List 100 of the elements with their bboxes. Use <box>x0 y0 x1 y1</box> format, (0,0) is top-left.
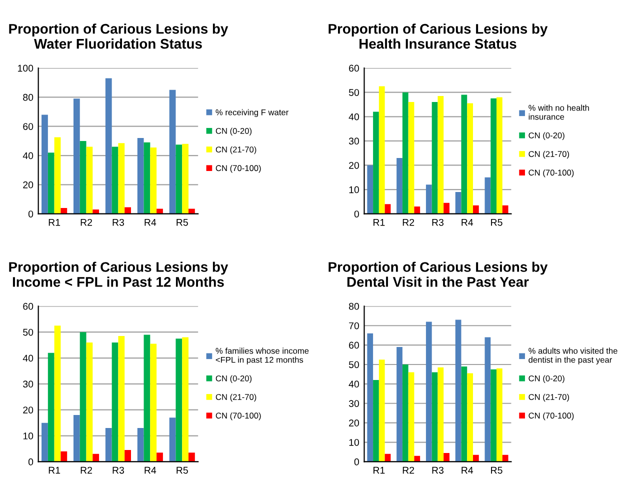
bar <box>54 326 61 462</box>
bar <box>42 422 48 462</box>
x-tick-label: R2 <box>80 466 92 474</box>
bar <box>150 148 157 214</box>
bar <box>150 344 157 462</box>
legend-label: CN (21-70) <box>216 146 256 154</box>
y-tick-label: 70 <box>349 322 359 330</box>
bar <box>73 98 80 214</box>
bar <box>396 158 402 214</box>
bar <box>444 452 450 462</box>
y-tick-label: 30 <box>348 400 359 407</box>
bar <box>490 369 497 462</box>
x-tick-label: R5 <box>176 466 188 474</box>
legend-label: CN (0-20) <box>216 375 252 384</box>
legend-label: % families whose income <FPL in past 12 months <box>216 348 309 364</box>
y-tick-label: 0 <box>354 210 359 218</box>
bar <box>144 334 150 462</box>
x-tick-label: R4 <box>462 466 474 474</box>
bar <box>484 177 491 214</box>
y-tick-label: 20 <box>349 420 359 426</box>
y-tick-label: 50 <box>23 328 34 336</box>
x-tick-label: R5 <box>491 466 502 474</box>
x-tick-label: R4 <box>462 219 474 226</box>
bar <box>426 184 432 214</box>
bar <box>432 102 438 214</box>
bar <box>472 205 479 214</box>
bar <box>112 146 118 214</box>
bar <box>378 86 385 214</box>
y-tick-label: 20 <box>23 406 34 414</box>
bar <box>373 112 379 214</box>
legend-label: CN (70-100) <box>528 412 574 420</box>
bar <box>467 373 473 462</box>
y-tick-label: 80 <box>348 302 359 310</box>
bar <box>80 140 86 214</box>
y-tick-label: 0 <box>354 458 359 466</box>
bar <box>118 336 125 462</box>
bar <box>182 144 189 214</box>
bar <box>408 102 414 214</box>
y-tick-label: 60 <box>23 123 34 130</box>
bar <box>496 97 502 214</box>
bar <box>438 96 444 214</box>
bar <box>438 367 444 462</box>
legend-label: CN (21-70) <box>216 394 256 402</box>
bar <box>80 332 86 462</box>
legend-label: % with no health insurance <box>528 104 589 120</box>
x-tick-label: R1 <box>374 219 385 226</box>
bar <box>373 380 379 462</box>
bar <box>502 454 508 462</box>
bar <box>92 454 100 462</box>
y-tick-label: 60 <box>23 302 34 310</box>
x-tick-label: R1 <box>48 219 60 226</box>
y-tick-label: 0 <box>28 458 34 466</box>
bar <box>86 146 93 214</box>
x-tick-label: R4 <box>144 466 156 474</box>
bar <box>408 372 414 462</box>
x-tick-label: R2 <box>80 218 92 226</box>
y-tick-label: 40 <box>348 380 359 388</box>
x-tick-label: R4 <box>144 219 156 226</box>
chart-title: Proportion of Carious Lesions by Water Fluoridation Status <box>9 24 228 49</box>
bar <box>60 451 68 462</box>
bar <box>426 322 432 462</box>
x-tick-label: R3 <box>432 218 444 226</box>
x-tick-label: R2 <box>402 466 414 474</box>
bar <box>112 342 118 462</box>
bar <box>188 452 195 462</box>
bar <box>444 202 450 214</box>
bar <box>124 450 131 462</box>
x-tick-label: R2 <box>402 218 414 226</box>
y-tick-label: 50 <box>348 361 359 368</box>
legend-label: CN (0-20) <box>528 375 564 384</box>
chart-title: Proportion of Carious Lesions by Dental Visit in the Past Year <box>328 262 548 287</box>
legend-label: CN (0-20) <box>528 132 564 140</box>
y-tick-label: 10 <box>349 438 359 446</box>
bar <box>472 454 479 462</box>
y-tick-label: 20 <box>349 162 359 169</box>
bar <box>396 347 402 462</box>
y-tick-label: 0 <box>28 210 34 218</box>
legend-label: CN (70-100) <box>216 164 261 173</box>
y-tick-label: 40 <box>348 113 359 120</box>
legend-label: % adults who visited the dentist in the past year <box>528 348 618 364</box>
y-tick-label: 40 <box>22 354 34 362</box>
y-tick-label: 40 <box>22 152 34 160</box>
bar <box>176 144 182 214</box>
bar <box>367 165 374 214</box>
bar <box>367 333 374 462</box>
y-tick-label: 60 <box>349 342 359 349</box>
bar <box>490 98 497 214</box>
bar <box>176 338 182 462</box>
bar <box>86 342 93 462</box>
legend-label: CN (21-70) <box>528 150 570 159</box>
legend-label: CN (70-100) <box>528 169 574 178</box>
bar <box>384 204 391 214</box>
bar <box>502 205 508 214</box>
bar <box>432 372 438 462</box>
y-tick-label: 100 <box>18 64 34 72</box>
bar <box>455 320 462 462</box>
bar <box>92 209 100 214</box>
bar <box>378 360 385 462</box>
bar <box>402 364 408 462</box>
bar <box>105 428 112 462</box>
